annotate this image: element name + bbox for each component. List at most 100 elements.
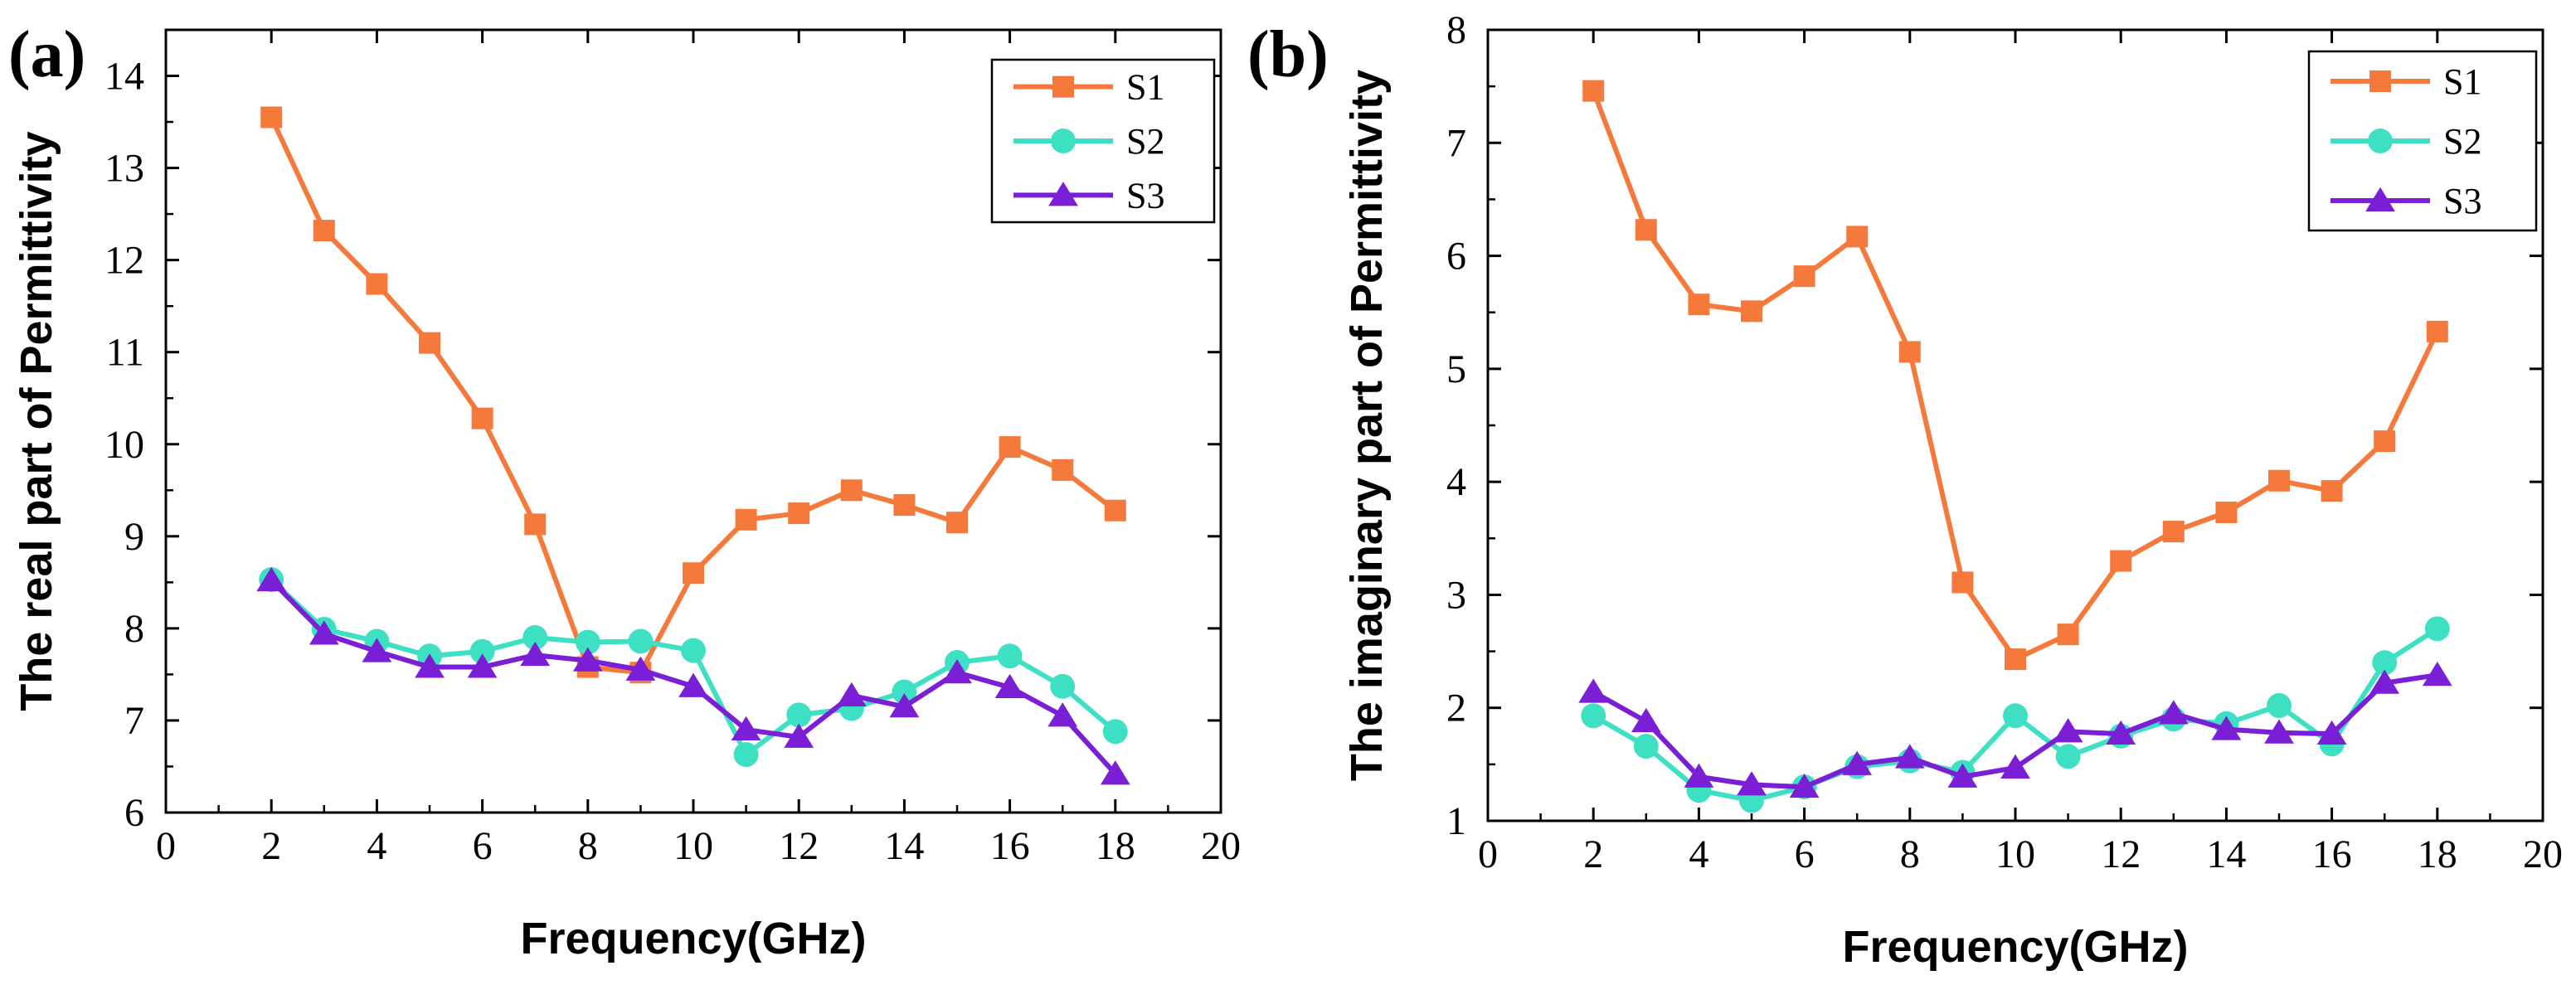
chart-panel-1: 0 2 4 6 8 10 12 14 16 18 20 6 7 8 9 10 11 12 13 14 Frequency…	[8, 18, 1241, 963]
x-tick-label: 0	[1478, 832, 1498, 876]
x-tick-label: 10	[1995, 832, 2035, 876]
legend: S1 S2 S3	[990, 58, 1216, 224]
data-point-s3	[520, 641, 551, 667]
data-point-s2	[733, 742, 759, 767]
panel-label: (b)	[1247, 18, 1329, 91]
data-point-s2	[997, 643, 1023, 669]
x-tick-label: 6	[1795, 832, 1815, 876]
data-point-s2	[681, 638, 706, 663]
data-point-s3	[309, 620, 339, 645]
data-point-s3	[2000, 754, 2030, 779]
data-point-s1	[366, 273, 388, 295]
data-point-s3	[2158, 700, 2189, 725]
data-point-s3	[1947, 763, 1978, 788]
x-tick-label: 8	[1900, 832, 1920, 876]
data-point-s3	[1684, 763, 1714, 788]
x-tick-label: 8	[578, 824, 598, 868]
data-point-s1	[893, 494, 916, 517]
data-point-s2	[575, 629, 600, 655]
y-tick-label: 9	[124, 515, 144, 559]
y-tick-label: 12	[104, 239, 144, 283]
x-tick-label: 4	[367, 824, 386, 868]
data-point-s1	[2321, 480, 2343, 502]
data-point-s2	[628, 628, 654, 654]
data-point-s3	[678, 672, 708, 697]
data-point-s1	[1104, 499, 1126, 522]
y-tick-label: 14	[104, 55, 144, 99]
data-point-s2	[2055, 744, 2081, 769]
data-point-s1	[2215, 501, 2238, 523]
data-point-s1	[1052, 459, 1074, 481]
x-tick-label: 10	[673, 824, 713, 868]
y-tick-label: 8	[1446, 8, 1466, 52]
data-point-s3	[1100, 760, 1130, 785]
data-point-s1	[1688, 294, 1710, 316]
x-tick-label: 2	[1583, 832, 1603, 876]
data-point-s1	[2426, 320, 2448, 342]
series-s1	[1582, 80, 2448, 671]
legend-marker-s1	[1052, 75, 1074, 98]
data-point-s1	[788, 502, 810, 525]
data-point-s1	[840, 479, 863, 502]
data-point-s3	[994, 673, 1025, 698]
data-point-s1	[1951, 571, 1974, 594]
data-point-s2	[1050, 673, 1076, 699]
data-point-s1	[471, 407, 493, 429]
data-point-s1	[946, 512, 968, 534]
data-point-s3	[415, 653, 445, 678]
data-point-s2	[522, 625, 548, 650]
legend-marker-s1	[2369, 70, 2391, 92]
x-axis-title: Frequency(GHz)	[1842, 922, 2188, 972]
y-tick-label: 1	[1446, 799, 1466, 843]
legend-label-s1: S1	[1126, 67, 1164, 108]
legend: S1 S2 S3	[2307, 50, 2538, 232]
data-point-s1	[2162, 521, 2185, 543]
data-point-s2	[892, 679, 917, 705]
y-axis-title: The real part of Permittivity	[12, 131, 61, 711]
x-tick-label: 14	[2206, 832, 2246, 876]
x-tick-label: 12	[2101, 832, 2141, 876]
data-point-s3	[2316, 720, 2347, 745]
data-point-s1	[1793, 265, 1815, 288]
data-point-s1	[2374, 430, 2396, 453]
data-point-s2	[1581, 703, 1606, 729]
y-tick-label: 4	[1446, 460, 1466, 504]
data-point-s3	[256, 566, 287, 592]
legend-label-s2: S2	[2443, 121, 2481, 162]
data-point-s3	[467, 653, 498, 678]
data-point-s3	[889, 693, 920, 718]
x-tick-label: 6	[473, 824, 493, 868]
data-point-s1	[1846, 226, 1869, 248]
data-point-s1	[260, 106, 283, 129]
data-point-s3	[2422, 661, 2452, 687]
data-point-s1	[313, 220, 335, 242]
data-point-s3	[2369, 669, 2400, 694]
data-point-s1	[2057, 624, 2079, 646]
x-tick-label: 16	[990, 824, 1030, 868]
x-tick-label: 2	[261, 824, 281, 868]
y-tick-label: 3	[1446, 573, 1466, 617]
data-point-s2	[1102, 719, 1128, 745]
series-s2	[259, 567, 1128, 767]
data-point-s3	[784, 723, 814, 748]
legend-marker-s2	[1051, 129, 1076, 153]
data-point-s3	[942, 658, 972, 684]
data-point-s3	[572, 647, 603, 672]
legend-marker-s3	[2365, 187, 2395, 211]
data-point-s3	[1894, 744, 1925, 769]
legend-marker-s2	[2368, 129, 2393, 153]
y-tick-label: 10	[104, 423, 144, 467]
x-tick-label: 14	[884, 824, 924, 868]
data-point-s3	[2053, 718, 2083, 743]
data-point-s3	[1789, 773, 1820, 798]
y-tick-label: 2	[1446, 687, 1466, 730]
x-tick-label: 12	[779, 824, 819, 868]
chart-panel-2: 0 2 4 6 8 10 12 14 16 18 2012345678Frequency(GHz)T…	[1247, 8, 2563, 972]
data-point-s3	[1578, 678, 1609, 703]
data-point-s3	[2264, 719, 2294, 744]
data-point-s2	[469, 638, 495, 664]
y-tick-label: 11	[106, 331, 144, 375]
data-point-s2	[786, 702, 812, 728]
data-point-s3	[836, 682, 867, 706]
